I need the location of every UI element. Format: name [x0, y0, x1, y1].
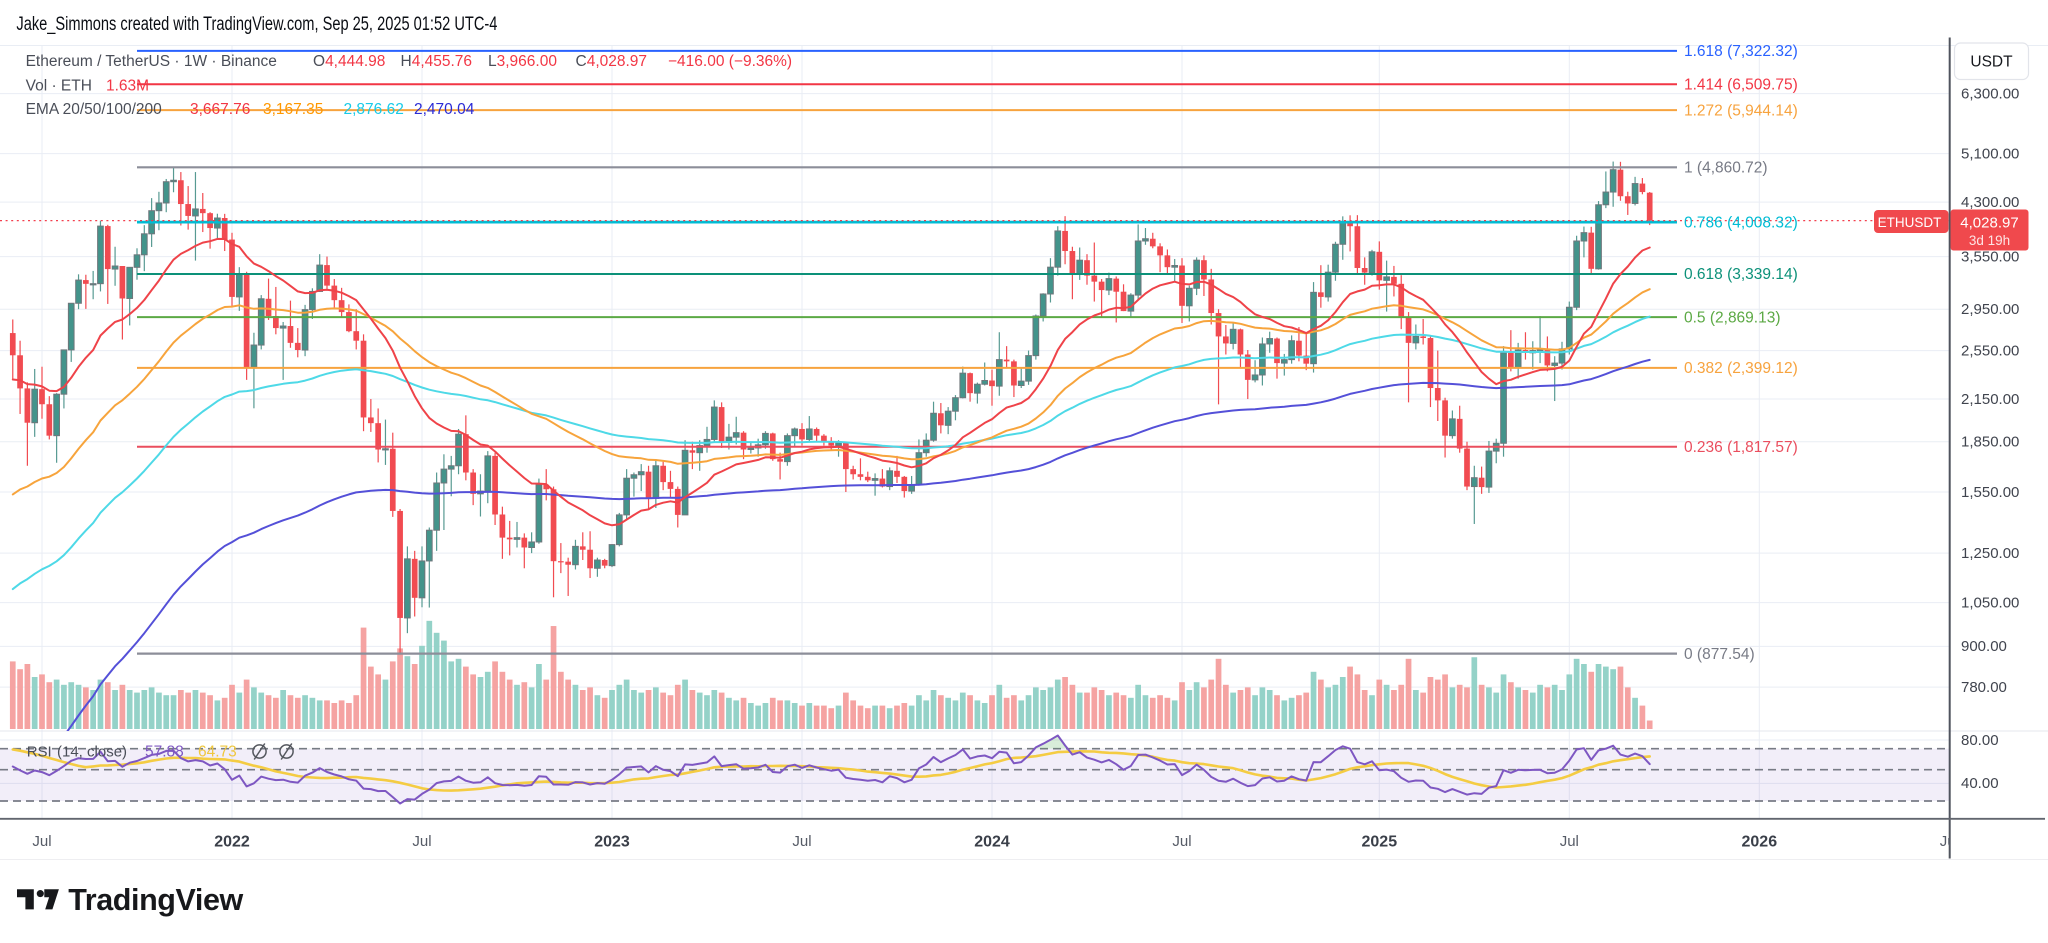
svg-text:(14, close): (14, close) [57, 744, 127, 761]
svg-text:3,550.00: 3,550.00 [1961, 248, 2019, 265]
svg-text:Jake_Simmons created with Trad: Jake_Simmons created with TradingView.co… [16, 14, 497, 35]
svg-text:1.618 (7,322.32): 1.618 (7,322.32) [1684, 43, 1798, 60]
svg-text:Jul: Jul [32, 833, 51, 850]
svg-text:4,300.00: 4,300.00 [1961, 194, 2019, 211]
svg-text:Jul: Jul [1940, 833, 1959, 850]
svg-text:L3,966.00: L3,966.00 [488, 53, 557, 70]
svg-text:Jul: Jul [792, 833, 811, 850]
svg-text:2025: 2025 [1362, 834, 1398, 851]
svg-text:5,100.00: 5,100.00 [1961, 145, 2019, 162]
svg-text:1,850.00: 1,850.00 [1961, 434, 2019, 451]
svg-text:1.272 (5,944.14): 1.272 (5,944.14) [1684, 102, 1798, 119]
svg-text:780.00: 780.00 [1961, 679, 2007, 696]
svg-text:H4,455.76: H4,455.76 [401, 53, 473, 70]
svg-text:O4,444.98: O4,444.98 [313, 53, 385, 70]
svg-text:3,667.76: 3,667.76 [190, 101, 250, 118]
svg-text:2,950.00: 2,950.00 [1961, 301, 2019, 318]
svg-text:80.00: 80.00 [1961, 732, 1999, 749]
svg-text:57.88: 57.88 [145, 744, 184, 761]
svg-text:2,470.04: 2,470.04 [414, 101, 475, 118]
svg-text:TradingView: TradingView [68, 883, 243, 917]
svg-text:2022: 2022 [214, 834, 250, 851]
svg-text:USDT: USDT [1970, 54, 2013, 71]
svg-text:2,150.00: 2,150.00 [1961, 391, 2019, 408]
svg-text:2023: 2023 [594, 834, 630, 851]
svg-text:Jul: Jul [1560, 833, 1579, 850]
svg-text:EMA 20/50/100/200: EMA 20/50/100/200 [26, 101, 163, 118]
svg-text:2,550.00: 2,550.00 [1961, 342, 2019, 359]
svg-text:2024: 2024 [974, 834, 1010, 851]
svg-text:0.618 (3,339.14): 0.618 (3,339.14) [1684, 266, 1798, 283]
svg-text:0.5 (2,869.13): 0.5 (2,869.13) [1684, 309, 1781, 326]
svg-text:Ethereum / TetherUS · 1W · Bin: Ethereum / TetherUS · 1W · Binance [26, 53, 277, 70]
svg-text:3d 19h: 3d 19h [1969, 233, 2010, 248]
svg-text:C4,028.97: C4,028.97 [576, 53, 648, 70]
svg-text:1,250.00: 1,250.00 [1961, 545, 2019, 562]
svg-text:Jul: Jul [412, 833, 431, 850]
svg-text:0 (877.54): 0 (877.54) [1684, 646, 1755, 663]
svg-text:1 (4,860.72): 1 (4,860.72) [1684, 160, 1768, 177]
svg-text:3,167.35: 3,167.35 [263, 101, 323, 118]
svg-text:ETHUSDT: ETHUSDT [1878, 215, 1942, 230]
svg-text:1.63M: 1.63M [106, 77, 149, 94]
svg-text:−416.00 (−9.36%): −416.00 (−9.36%) [668, 53, 792, 70]
svg-text:0.236 (1,817.57): 0.236 (1,817.57) [1684, 439, 1798, 456]
svg-text:64.73: 64.73 [198, 744, 237, 761]
svg-text:1,550.00: 1,550.00 [1961, 484, 2019, 501]
svg-text:40.00: 40.00 [1961, 775, 1999, 792]
svg-text:RSI: RSI [27, 744, 52, 761]
svg-text:1.414 (6,509.75): 1.414 (6,509.75) [1684, 77, 1798, 94]
svg-text:900.00: 900.00 [1961, 638, 2007, 655]
svg-text:1,050.00: 1,050.00 [1961, 594, 2019, 611]
svg-text:2026: 2026 [1742, 834, 1778, 851]
svg-text:Jul: Jul [1172, 833, 1191, 850]
svg-text:2,876.62: 2,876.62 [344, 101, 404, 118]
svg-text:Vol · ETH: Vol · ETH [26, 77, 92, 94]
svg-text:0.786 (4,008.32): 0.786 (4,008.32) [1684, 214, 1798, 231]
svg-text:0.382 (2,399.12): 0.382 (2,399.12) [1684, 360, 1798, 377]
svg-text:4,028.97: 4,028.97 [1960, 215, 2018, 232]
svg-text:6,300.00: 6,300.00 [1961, 85, 2019, 102]
